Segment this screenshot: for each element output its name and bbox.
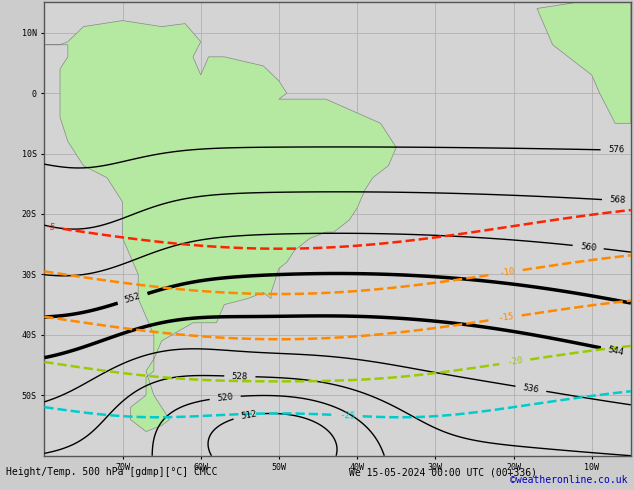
- Text: 568: 568: [609, 196, 626, 205]
- Text: 560: 560: [579, 242, 597, 252]
- Text: Height/Temp. 500 hPa [gdmp][°C] CMCC: Height/Temp. 500 hPa [gdmp][°C] CMCC: [6, 467, 218, 477]
- Text: 512: 512: [240, 410, 257, 421]
- Text: 528: 528: [231, 371, 248, 381]
- Text: -25: -25: [339, 411, 356, 420]
- Text: 552: 552: [124, 292, 141, 305]
- Text: We 15-05-2024 00:00 UTC (00+336): We 15-05-2024 00:00 UTC (00+336): [349, 467, 537, 477]
- Text: 520: 520: [217, 392, 234, 403]
- Text: 536: 536: [522, 383, 540, 394]
- Text: -10: -10: [499, 267, 516, 278]
- Text: -20: -20: [506, 356, 523, 368]
- Text: 544: 544: [607, 345, 625, 357]
- Text: -15: -15: [498, 312, 515, 323]
- Text: -5: -5: [44, 221, 56, 232]
- Polygon shape: [37, 21, 396, 432]
- Text: ©weatheronline.co.uk: ©weatheronline.co.uk: [510, 475, 628, 485]
- Polygon shape: [537, 2, 631, 123]
- Text: 576: 576: [608, 146, 624, 155]
